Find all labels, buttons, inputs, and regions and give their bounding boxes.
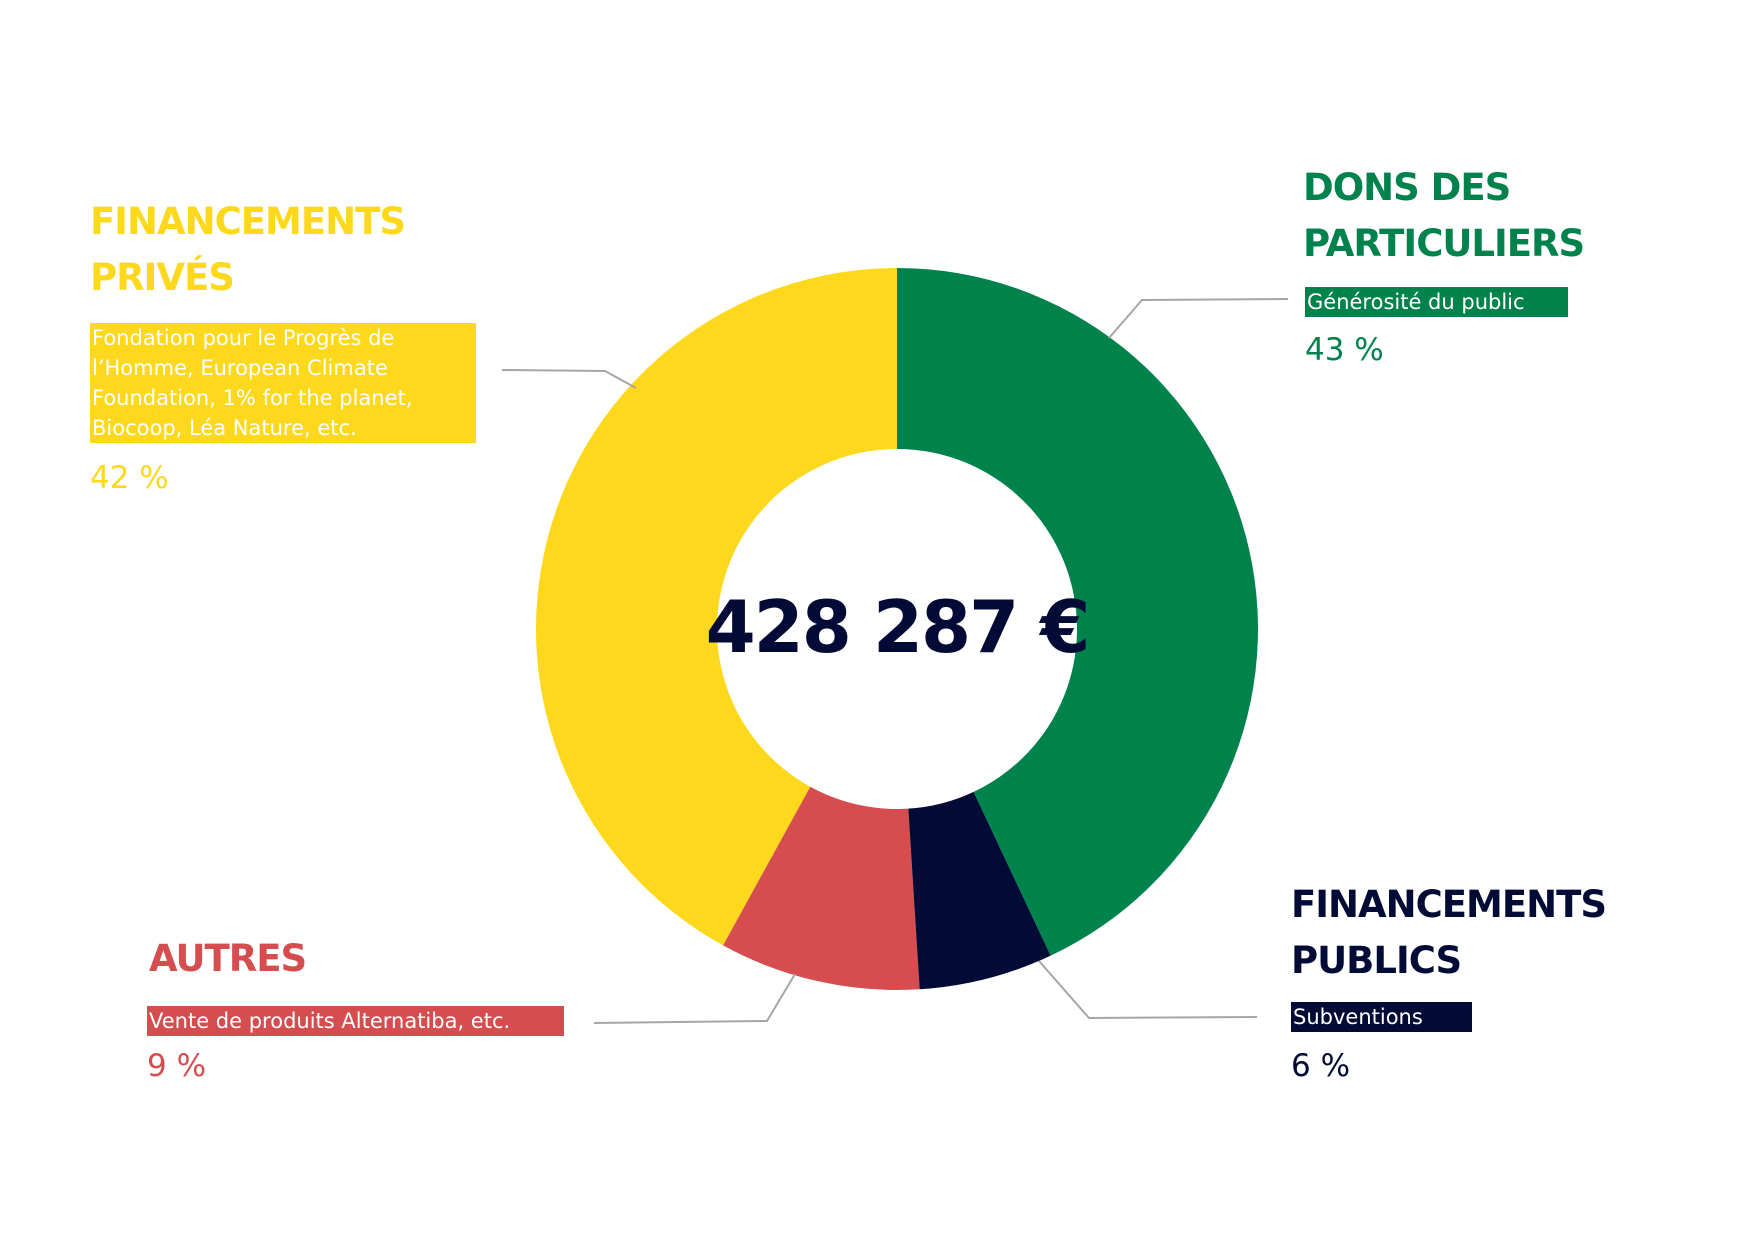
value-label: 42 % xyxy=(90,460,169,496)
leader-line xyxy=(1038,960,1258,1020)
segment-description: Générosité du public xyxy=(1305,287,1568,317)
segment-title: FINANCEMENTS PRIVÉS xyxy=(90,200,406,299)
donut-segment xyxy=(535,268,897,946)
segment-description: Subventions xyxy=(1291,1002,1472,1032)
segment-title: FINANCEMENTS PUBLICS xyxy=(1291,883,1607,982)
segment-title: DONS DES PARTICULIERS xyxy=(1303,166,1585,265)
value-label: 9 % xyxy=(147,1048,207,1084)
donut-segment xyxy=(908,791,1051,990)
segment-title: AUTRES xyxy=(149,937,307,980)
leader-line xyxy=(501,369,637,389)
value-label: 43 % xyxy=(1305,332,1384,368)
leader-line xyxy=(593,973,796,1024)
value-label: 6 % xyxy=(1291,1048,1351,1084)
center-total: 428 287 € xyxy=(705,585,1091,669)
donut-segment xyxy=(897,268,1258,956)
segment-description: Vente de produits Alternatiba, etc. xyxy=(147,1006,564,1036)
leader-lines xyxy=(501,298,1289,1024)
segment-description: Fondation pour le Progrès de l’Homme, Eu… xyxy=(90,323,476,443)
leader-line xyxy=(1108,298,1289,339)
donut-segment xyxy=(723,786,920,991)
